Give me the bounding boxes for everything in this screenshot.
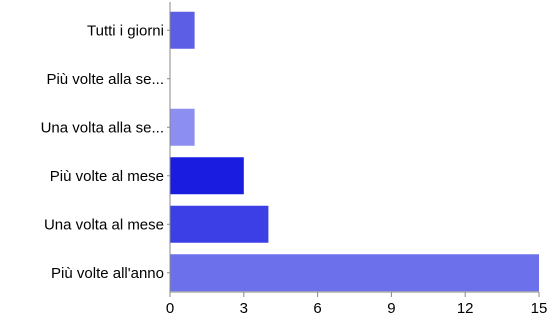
category-label: Più volte all'anno (51, 265, 164, 282)
bar-2 (170, 108, 195, 146)
x-tick-label: 6 (313, 300, 321, 317)
axes (167, 2, 540, 297)
category-label: Una volta al mese (44, 216, 164, 233)
x-tick-labels: 0 3 6 9 12 15 (166, 300, 548, 317)
x-tick-label: 9 (387, 300, 395, 317)
category-labels: Tutti i giorni Più volte alla se... Una vo… (41, 22, 164, 282)
bar-5 (170, 254, 539, 292)
category-label: Più volte alla se... (46, 71, 164, 88)
bar-4 (170, 205, 269, 243)
x-tick-label: 0 (166, 300, 174, 317)
x-tick-label: 15 (531, 300, 548, 317)
category-label: Più volte al mese (50, 168, 164, 185)
category-label: Una volta alla se... (41, 119, 164, 136)
bar-0 (170, 11, 195, 49)
x-tick-label: 12 (457, 300, 474, 317)
bar-3 (170, 157, 244, 195)
bars-group (170, 11, 539, 292)
category-label: Tutti i giorni (87, 22, 164, 39)
x-tick-label: 3 (240, 300, 248, 317)
